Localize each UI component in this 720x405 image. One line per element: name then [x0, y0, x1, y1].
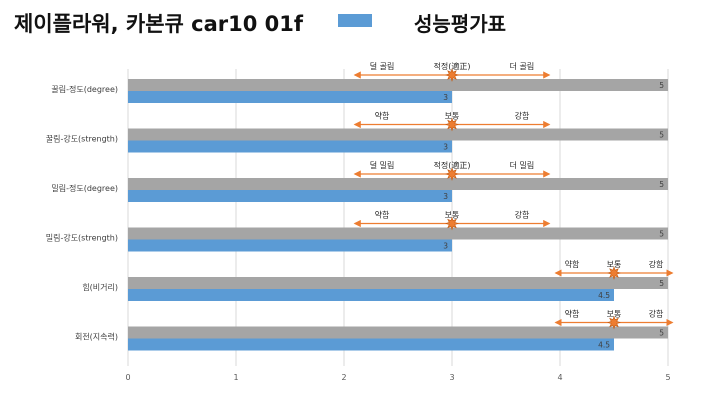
annotation-marker: [445, 167, 459, 181]
annotation-label-mid: 보통: [445, 112, 460, 121]
bar-blue-value-label: 3: [443, 93, 448, 102]
annotation-label-mid: 적정(適正): [434, 160, 471, 170]
annotation-label-right: 강함: [515, 111, 530, 121]
annotation-label-right: 강함: [649, 259, 664, 269]
bar-gray: [128, 227, 668, 240]
bar-gray: [128, 277, 668, 289]
bar-gray-value-label: 5: [659, 279, 664, 288]
annotation-label-left: 덜 밀림: [370, 160, 395, 170]
chart-title: 제이플라워, 카본큐 car10 01f: [14, 12, 304, 36]
x-tick-label: 3: [449, 373, 454, 382]
bar-gray: [128, 326, 668, 339]
bar-blue-value-label: 4.5: [598, 291, 610, 300]
annotation-label-left: 약함: [375, 111, 390, 121]
annotation-marker: [445, 117, 459, 132]
bar-gray: [128, 128, 668, 141]
bar-gray: [128, 79, 668, 91]
annotation-label-mid: 적정(適正): [434, 61, 471, 71]
bar-blue: [128, 91, 452, 103]
annotation-label-left: 약함: [565, 309, 580, 319]
bar-blue: [128, 190, 452, 202]
bar-gray-value-label: 5: [659, 81, 664, 90]
category-label: 회전(지속력): [75, 332, 118, 342]
bar-gray-value-label: 5: [659, 131, 664, 140]
annotation-label-mid: 보통: [607, 260, 622, 269]
bar-blue-value-label: 3: [443, 143, 448, 152]
x-tick-label: 5: [665, 373, 670, 382]
annotation-marker: [445, 68, 459, 82]
bar-gray: [128, 178, 668, 190]
annotation-label-left: 덜 골림: [370, 61, 395, 71]
annotation-label-mid: 보통: [607, 310, 622, 319]
bar-chart: 0 1 2 3 4 5꿀림-정도(degree) 53덜 골림 적정(適正) 더 골림꿀림-강도…: [46, 61, 674, 382]
bar-blue: [128, 338, 614, 351]
x-tick-label: 0: [125, 373, 130, 382]
bar-blue: [128, 289, 614, 301]
category-label: 밀림-강도(strength): [46, 233, 118, 243]
annotation-label-right: 더 골림: [510, 61, 535, 71]
category-label: 힘(비거리): [82, 282, 118, 292]
bar-blue-value-label: 3: [443, 192, 448, 201]
category-label: 꿀림-정도(degree): [51, 84, 118, 94]
x-tick-label: 2: [341, 373, 346, 382]
bar-blue-value-label: 4.5: [598, 341, 610, 350]
title-row: 제이플라워, 카본큐 car10 01f 성능평가표: [0, 0, 720, 44]
annotation-label-right: 강함: [515, 210, 530, 220]
legend-label: 성능평가표: [414, 12, 506, 36]
category-label: 꿀림-강도(strength): [46, 134, 118, 144]
bar-blue: [128, 239, 452, 252]
annotation-marker: [607, 266, 621, 280]
category-label: 밀림-정도(degree): [51, 183, 118, 193]
annotation-label-right: 더 밀림: [510, 160, 535, 170]
x-tick-label: 4: [557, 373, 562, 382]
x-tick-label: 1: [233, 373, 238, 382]
bar-gray-value-label: 5: [659, 180, 664, 189]
bar-gray-value-label: 5: [659, 230, 664, 239]
bar-blue: [128, 140, 452, 153]
annotation-label-right: 강함: [649, 309, 664, 319]
annotation-marker: [445, 216, 459, 231]
annotation-label-left: 약함: [565, 259, 580, 269]
annotation-marker: [607, 315, 621, 330]
annotation-label-mid: 보통: [445, 211, 460, 220]
bar-gray-value-label: 5: [659, 329, 664, 338]
legend-swatch: [338, 14, 372, 27]
annotation-label-left: 약함: [375, 210, 390, 220]
bar-blue-value-label: 3: [443, 242, 448, 251]
